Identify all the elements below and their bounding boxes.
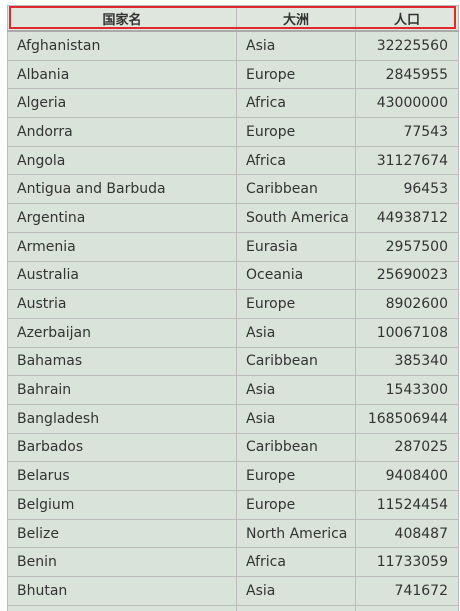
table-row: Argentina South America 44938712	[8, 204, 459, 233]
table-row: Australia Oceania 25690023	[8, 261, 459, 290]
cell-continent: Africa	[237, 146, 356, 175]
table-row: Bahrain Asia 1543300	[8, 376, 459, 405]
table-row: Belgium Europe 11524454	[8, 491, 459, 520]
cell-population: 8902600	[356, 290, 459, 319]
header-population[interactable]: 人口	[356, 6, 459, 32]
cell-continent: South America	[237, 204, 356, 233]
cell-country: Austria	[8, 290, 237, 319]
cell-continent: Caribbean	[237, 347, 356, 376]
cell-population: 2957500	[356, 232, 459, 261]
cell-country: Barbados	[8, 433, 237, 462]
cell-country: Armenia	[8, 232, 237, 261]
cell-continent: Caribbean	[237, 175, 356, 204]
cell-continent: Asia	[237, 31, 356, 60]
cell-population: 385340	[356, 347, 459, 376]
table-row: Azerbaijan Asia 10067108	[8, 318, 459, 347]
cell-country: Bahrain	[8, 376, 237, 405]
cell-continent: Oceania	[237, 261, 356, 290]
cell-population	[356, 605, 459, 611]
table-row: Angola Africa 31127674	[8, 146, 459, 175]
cell-country: Andorra	[8, 118, 237, 147]
table-row: Austria Europe 8902600	[8, 290, 459, 319]
cell-population: 287025	[356, 433, 459, 462]
cell-population: 1543300	[356, 376, 459, 405]
cell-country: Antigua and Barbuda	[8, 175, 237, 204]
cell-country: Argentina	[8, 204, 237, 233]
cell-continent: Eurasia	[237, 232, 356, 261]
cell-country: Bangladesh	[8, 404, 237, 433]
cell-population: 32225560	[356, 31, 459, 60]
table-row: Bangladesh Asia 168506944	[8, 404, 459, 433]
cell-population: 44938712	[356, 204, 459, 233]
cell-country: Belarus	[8, 462, 237, 491]
cell-continent: Europe	[237, 491, 356, 520]
cell-country: Bahamas	[8, 347, 237, 376]
cell-continent: Europe	[237, 462, 356, 491]
cell-country: Albania	[8, 60, 237, 89]
cell-country: Belize	[8, 519, 237, 548]
table-row: Albania Europe 2845955	[8, 60, 459, 89]
cell-continent: Europe	[237, 118, 356, 147]
cell-continent: Europe	[237, 290, 356, 319]
cell-continent	[237, 605, 356, 611]
header-country[interactable]: 国家名	[8, 6, 237, 32]
table-row: Barbados Caribbean 287025	[8, 433, 459, 462]
table-row: Andorra Europe 77543	[8, 118, 459, 147]
cell-country: Angola	[8, 146, 237, 175]
cell-country: Algeria	[8, 89, 237, 118]
cell-population: 2845955	[356, 60, 459, 89]
cell-continent: Asia	[237, 404, 356, 433]
cell-population: 77543	[356, 118, 459, 147]
cell-continent: Caribbean	[237, 433, 356, 462]
cell-population: 10067108	[356, 318, 459, 347]
cell-continent: Asia	[237, 376, 356, 405]
cell-population: 168506944	[356, 404, 459, 433]
cell-population: 11733059	[356, 548, 459, 577]
cell-population: 96453	[356, 175, 459, 204]
cell-population: 9408400	[356, 462, 459, 491]
table-row: Benin Africa 11733059	[8, 548, 459, 577]
table-row: Belize North America 408487	[8, 519, 459, 548]
cell-continent: Africa	[237, 548, 356, 577]
cell-country: Bhutan	[8, 577, 237, 606]
cell-continent: North America	[237, 519, 356, 548]
cell-continent: Europe	[237, 60, 356, 89]
table-row: Antigua and Barbuda Caribbean 96453	[8, 175, 459, 204]
countries-table: 国家名 大洲 人口 Afghanistan Asia 32225560 Albania…	[7, 5, 459, 611]
table-row: Armenia Eurasia 2957500	[8, 232, 459, 261]
table-body: Afghanistan Asia 32225560 Albania Europe 2845…	[8, 31, 459, 611]
table-row: Belarus Europe 9408400	[8, 462, 459, 491]
table-row: Bhutan Asia 741672	[8, 577, 459, 606]
cell-continent: Asia	[237, 577, 356, 606]
header-row: 国家名 大洲 人口	[8, 6, 459, 32]
cell-population: 741672	[356, 577, 459, 606]
cell-country: Afghanistan	[8, 31, 237, 60]
cell-continent: Africa	[237, 89, 356, 118]
cell-country	[8, 605, 237, 611]
cell-country: Australia	[8, 261, 237, 290]
table-row	[8, 605, 459, 611]
cell-continent: Asia	[237, 318, 356, 347]
cell-population: 11524454	[356, 491, 459, 520]
cell-population: 31127674	[356, 146, 459, 175]
header-continent[interactable]: 大洲	[237, 6, 356, 32]
cell-population: 408487	[356, 519, 459, 548]
table-header: 国家名 大洲 人口	[8, 6, 459, 32]
cell-population: 25690023	[356, 261, 459, 290]
cell-country: Azerbaijan	[8, 318, 237, 347]
cell-country: Belgium	[8, 491, 237, 520]
cell-country: Benin	[8, 548, 237, 577]
table-row: Afghanistan Asia 32225560	[8, 31, 459, 60]
table-row: Algeria Africa 43000000	[8, 89, 459, 118]
cell-population: 43000000	[356, 89, 459, 118]
table-row: Bahamas Caribbean 385340	[8, 347, 459, 376]
